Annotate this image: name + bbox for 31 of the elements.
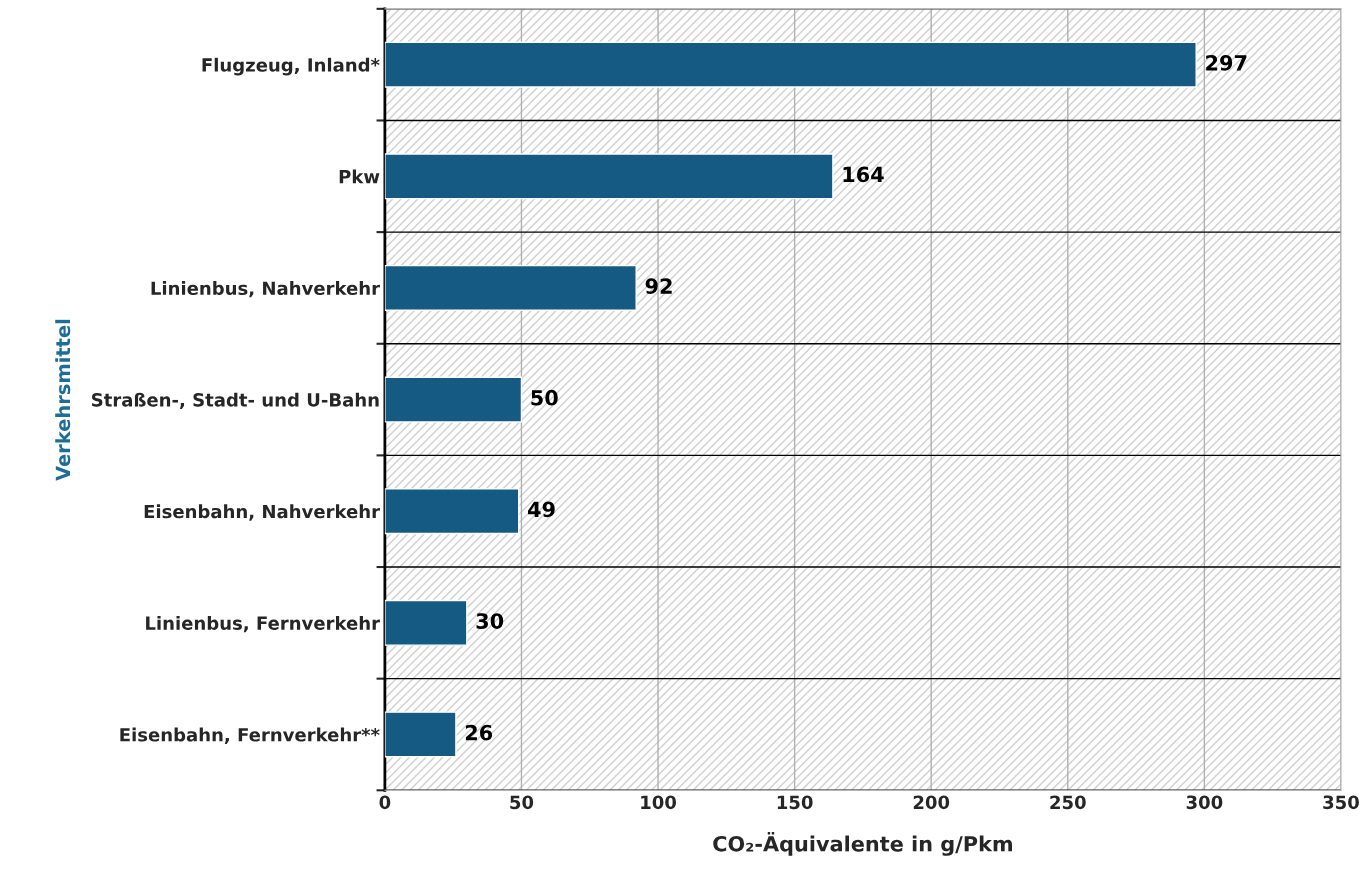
x-axis-title: CO₂-Äquivalente in g/Pkm <box>713 832 1012 856</box>
bar <box>384 488 520 535</box>
x-tick-label: 150 <box>777 795 813 810</box>
data-label: 92 <box>645 278 672 294</box>
data-label: 164 <box>843 166 884 183</box>
x-tick-label: 350 <box>1323 795 1359 810</box>
y-tick-label: Straßen-, Stadt- und U-Bahn <box>92 392 379 409</box>
bar <box>384 153 834 200</box>
data-label: 49 <box>528 501 555 518</box>
bar <box>384 41 1197 88</box>
y-tick-label: Eisenbahn, Fernverkehr** <box>120 727 380 744</box>
x-tick-label: 200 <box>913 795 950 810</box>
y-tick-label: Pkw <box>339 169 380 184</box>
bar <box>384 711 457 758</box>
y-tick-label: Flugzeug, Inland* <box>202 57 380 76</box>
data-label: 26 <box>465 724 493 741</box>
data-label: 50 <box>531 389 558 406</box>
data-label: 297 <box>1206 54 1247 71</box>
y-tick-label: Linienbus, Fernverkehr <box>146 615 380 633</box>
y-tick-label: Eisenbahn, Nahverkehr <box>144 504 380 521</box>
bar <box>384 599 468 646</box>
bar <box>384 264 637 311</box>
data-label: 30 <box>476 613 504 629</box>
bar <box>384 376 523 423</box>
x-tick-label: 300 <box>1186 795 1223 810</box>
x-tick-label: 250 <box>1050 795 1086 810</box>
x-tick-label: 50 <box>510 795 534 810</box>
x-tick-label: 100 <box>641 795 677 810</box>
x-tick-label: 0 <box>379 795 391 810</box>
y-tick-label: Linienbus, Nahverkehr <box>151 281 380 298</box>
y-axis-title: Verkehrsmittel <box>55 319 71 481</box>
